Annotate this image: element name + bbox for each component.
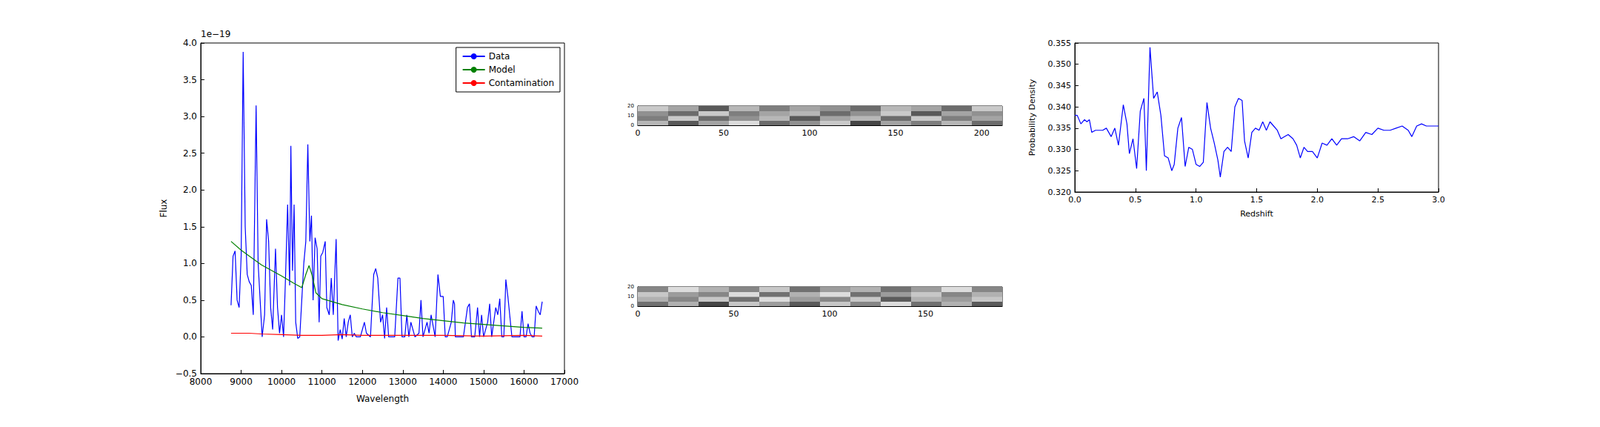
svg-text:8000: 8000: [189, 376, 213, 387]
svg-text:50: 50: [728, 308, 739, 319]
svg-text:0.5: 0.5: [182, 294, 198, 306]
svg-text:0.5: 0.5: [1128, 194, 1143, 205]
svg-text:14000: 14000: [428, 376, 458, 387]
svg-text:12000: 12000: [348, 376, 377, 387]
svg-text:9000: 9000: [229, 376, 253, 387]
svg-text:11000: 11000: [308, 376, 337, 387]
svg-text:−0.5: −0.5: [175, 368, 198, 379]
svg-text:150: 150: [917, 308, 934, 319]
svg-text:13000: 13000: [388, 376, 418, 387]
svg-text:0.320: 0.320: [1047, 187, 1072, 197]
svg-text:200: 200: [974, 128, 990, 138]
svg-text:3.0: 3.0: [182, 111, 198, 122]
svg-text:Wavelength: Wavelength: [356, 393, 409, 404]
svg-text:20: 20: [627, 102, 635, 109]
svg-text:Model: Model: [488, 64, 516, 75]
svg-text:3.0: 3.0: [1431, 194, 1446, 205]
svg-text:20: 20: [627, 283, 635, 290]
svg-text:Redshift: Redshift: [1240, 208, 1274, 219]
svg-text:0.340: 0.340: [1048, 102, 1072, 112]
svg-text:0: 0: [631, 302, 635, 309]
svg-text:0: 0: [635, 308, 641, 319]
svg-text:1.5: 1.5: [1250, 194, 1264, 205]
svg-text:0: 0: [635, 128, 641, 138]
svg-text:100: 100: [821, 308, 838, 319]
svg-text:Contamination: Contamination: [488, 77, 555, 89]
svg-text:10: 10: [627, 112, 635, 119]
svg-text:Data: Data: [488, 51, 511, 62]
svg-text:2.5: 2.5: [182, 148, 198, 159]
svg-text:Probability Density: Probability Density: [1027, 78, 1038, 156]
svg-text:10000: 10000: [267, 376, 296, 387]
svg-text:0.330: 0.330: [1048, 144, 1072, 155]
svg-text:50: 50: [718, 128, 729, 138]
svg-text:4.0: 4.0: [182, 37, 198, 49]
svg-text:150: 150: [888, 128, 904, 138]
svg-text:15000: 15000: [469, 376, 498, 387]
svg-text:2.5: 2.5: [1371, 194, 1385, 205]
svg-text:0.345: 0.345: [1048, 80, 1072, 91]
svg-text:Flux: Flux: [158, 199, 169, 218]
svg-text:100: 100: [802, 128, 818, 138]
svg-text:0.0: 0.0: [1068, 194, 1082, 205]
svg-text:10: 10: [627, 293, 635, 300]
svg-text:2.0: 2.0: [1311, 194, 1325, 205]
svg-text:0.0: 0.0: [182, 331, 198, 342]
svg-text:0.325: 0.325: [1048, 165, 1072, 176]
svg-text:2.0: 2.0: [182, 184, 198, 195]
svg-text:1e−19: 1e−19: [200, 28, 231, 40]
svg-text:0.350: 0.350: [1048, 59, 1072, 69]
svg-text:0.355: 0.355: [1048, 38, 1072, 49]
svg-text:16000: 16000: [509, 376, 538, 387]
svg-text:0.335: 0.335: [1048, 122, 1072, 133]
svg-text:1.0: 1.0: [1189, 194, 1203, 205]
svg-text:3.5: 3.5: [182, 74, 198, 86]
svg-text:0: 0: [631, 122, 635, 129]
svg-text:17000: 17000: [550, 376, 579, 387]
svg-text:1.0: 1.0: [182, 257, 198, 269]
svg-text:1.5: 1.5: [182, 221, 198, 232]
